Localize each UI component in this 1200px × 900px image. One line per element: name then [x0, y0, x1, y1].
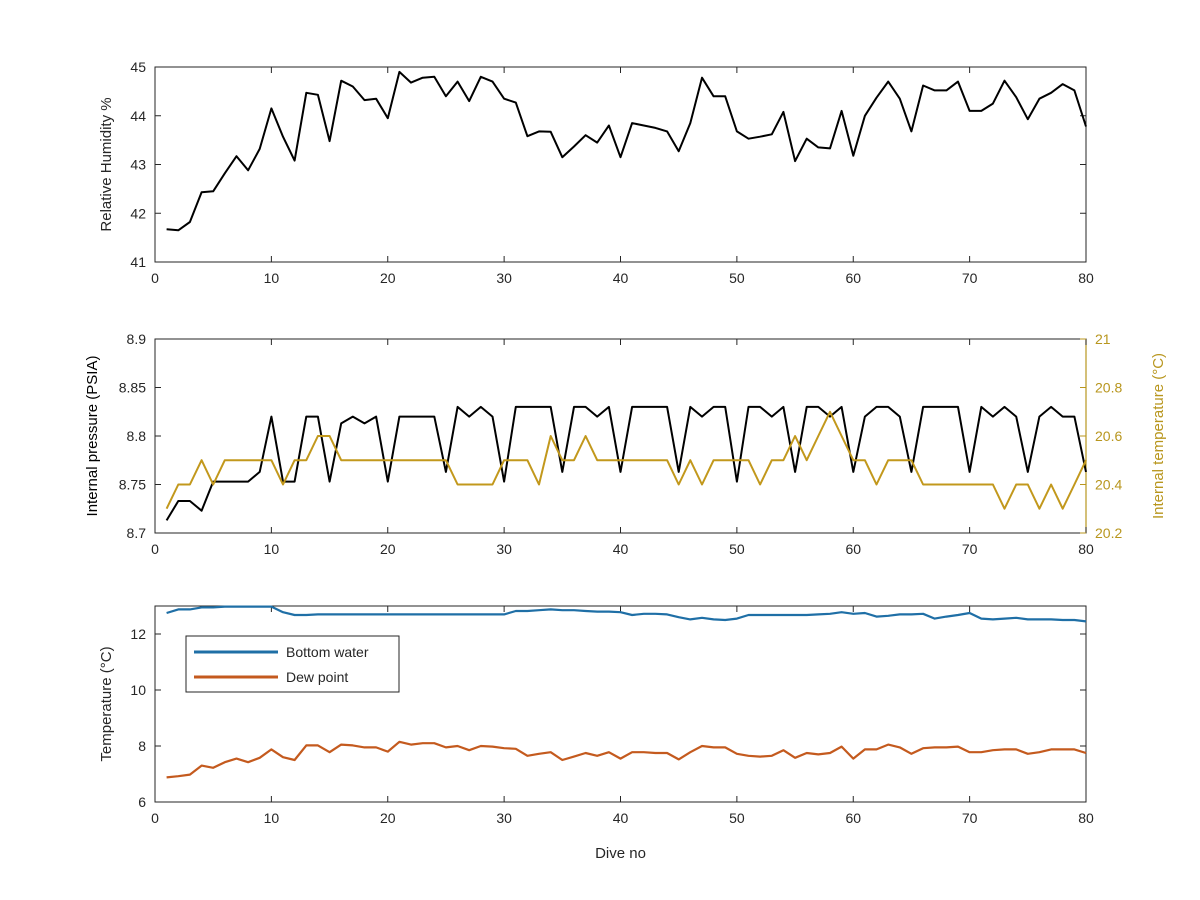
x-tick-label: 10 [264, 810, 280, 826]
y-axis-label: Temperature (°C) [98, 646, 115, 761]
y-tick-label: 45 [130, 59, 146, 75]
y-axis-label: Relative Humidity % [98, 97, 115, 231]
right-y-tick-label: 21 [1095, 331, 1111, 347]
right-y-tick-label: 20.8 [1095, 380, 1122, 396]
axes-box [154, 66, 1087, 263]
x-tick-label: 70 [962, 541, 978, 557]
y-tick-label: 42 [130, 205, 146, 221]
legend-box [185, 635, 400, 693]
x-tick-label: 80 [1078, 270, 1094, 286]
x-tick-label: 30 [496, 810, 512, 826]
series-dew-point [166, 740, 1087, 779]
x-tick-label: 60 [845, 270, 861, 286]
y-tick-label: 8 [138, 738, 146, 754]
x-tick-label: 0 [151, 270, 159, 286]
y-tick-label: 6 [138, 794, 146, 810]
y-tick-label: 12 [130, 626, 146, 642]
x-tick-label: 60 [845, 810, 861, 826]
x-tick-label: 20 [380, 541, 396, 557]
y-tick-label: 8.9 [127, 331, 147, 347]
right-y-axis-label: Internal temperature (°C) [1150, 353, 1167, 519]
y-tick-label: 44 [130, 108, 146, 124]
x-tick-label: 0 [151, 541, 159, 557]
x-tick-label: 50 [729, 270, 745, 286]
x-tick-label: 10 [264, 541, 280, 557]
y-tick-label: 8.75 [119, 477, 146, 493]
series-internal-temperature [165, 410, 1087, 510]
x-tick-label: 40 [613, 810, 629, 826]
legend: Bottom water Dew point [185, 635, 400, 693]
right-y-tick-label: 20.6 [1095, 428, 1122, 444]
right-y-tick-label: 20.4 [1095, 477, 1122, 493]
right-y-tick-label: 20.2 [1095, 525, 1122, 541]
chart-panel-2: 0 10 20 30 40 50 60 70 80 8.7 8.75 8.8 8.85 8.9 20.2 20… [84, 331, 1167, 557]
x-tick-label: 80 [1078, 541, 1094, 557]
x-tick-label: 70 [962, 810, 978, 826]
legend-label: Bottom water [286, 644, 369, 660]
x-tick-label: 20 [380, 270, 396, 286]
y-tick-label: 10 [130, 682, 146, 698]
y-tick-label: 43 [130, 157, 146, 173]
y-tick-label: 8.85 [119, 380, 146, 396]
x-tick-label: 10 [264, 270, 280, 286]
x-tick-label: 50 [729, 541, 745, 557]
chart-panel-3: 0 10 20 30 40 50 60 70 80 6 8 10 12 Temperature (°C) D… [98, 605, 1094, 862]
y-tick-label: 8.8 [127, 428, 147, 444]
x-tick-label: 30 [496, 541, 512, 557]
y-axis-label: Internal pressure (PSIA) [84, 356, 101, 517]
x-tick-label: 30 [496, 270, 512, 286]
x-tick-label: 60 [845, 541, 861, 557]
series-internal-pressure [165, 405, 1087, 521]
legend-label: Dew point [286, 669, 348, 685]
chart-panel-1: 0 10 20 30 40 50 60 70 80 41 42 43 44 45 Relative Humi… [98, 59, 1094, 286]
series-relative-humidity [166, 70, 1087, 232]
y-tick-label: 41 [130, 254, 146, 270]
x-axis-label: Dive no [595, 845, 646, 862]
x-tick-label: 40 [613, 541, 629, 557]
x-tick-label: 20 [380, 810, 396, 826]
y-tick-label: 8.7 [127, 525, 147, 541]
axes-box [154, 338, 1087, 534]
x-tick-label: 80 [1078, 810, 1094, 826]
series-bottom-water [166, 605, 1087, 623]
x-tick-label: 50 [729, 810, 745, 826]
axes-box [154, 605, 1087, 803]
x-tick-label: 70 [962, 270, 978, 286]
x-tick-label: 0 [151, 810, 159, 826]
x-tick-label: 40 [613, 270, 629, 286]
